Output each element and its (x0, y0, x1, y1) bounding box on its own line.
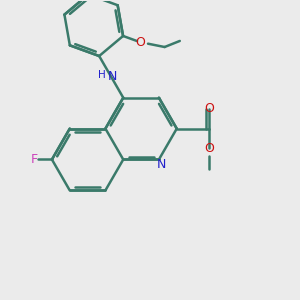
Text: N: N (157, 158, 166, 171)
Text: O: O (204, 142, 214, 155)
Text: O: O (204, 103, 214, 116)
Text: N: N (108, 70, 117, 83)
Text: H: H (98, 70, 106, 80)
Text: O: O (135, 36, 145, 49)
Text: F: F (31, 153, 38, 166)
